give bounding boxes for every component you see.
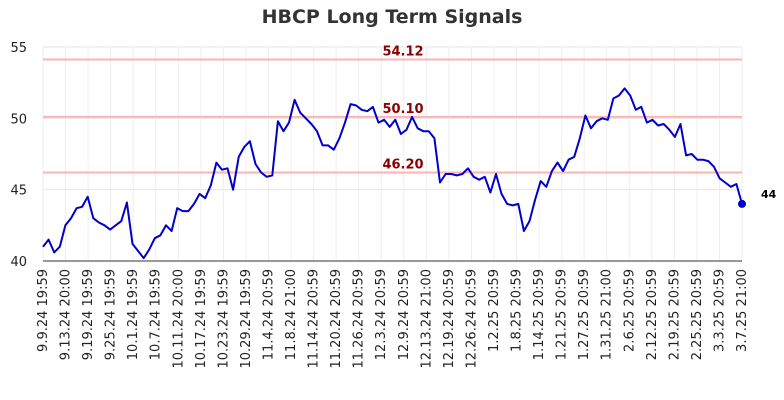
x-tick-label: 1.27.25 20:59: [577, 269, 592, 360]
x-tick-label: 10.23.24 19:59: [216, 269, 231, 369]
y-tick-label: 55: [10, 41, 27, 56]
x-tick-label: 2.12.25 20:59: [645, 269, 660, 360]
x-tick-label: 11.8.24 21:00: [284, 269, 299, 360]
x-tick-label: 2.6.25 20:59: [622, 269, 637, 352]
price-line: [42, 87, 743, 260]
x-tick-label: 10.17.24 19:59: [194, 269, 209, 369]
x-tick-label: 11.20.24 20:59: [329, 269, 344, 369]
x-tick-label: 9.25.24 19:59: [104, 269, 119, 360]
x-tick-label: 12.9.24 20:59: [397, 269, 412, 360]
x-tick-label: 3.3.25 20:59: [712, 269, 727, 352]
y-tick-label: 50: [10, 112, 27, 127]
x-tick-label: 11.26.24 20:59: [352, 269, 367, 369]
y-tick-label: 40: [10, 255, 27, 270]
x-tick-label: 2.25.25 20:59: [690, 269, 705, 360]
x-tick-label: 1.31.25 21:00: [600, 269, 615, 360]
x-tick-label: 11.4.24 20:59: [261, 269, 276, 360]
x-tick-label: 11.14.24 20:59: [307, 269, 322, 369]
level-label: 50.10: [382, 102, 423, 117]
level-label: 46.20: [382, 158, 423, 173]
x-tick-label: 1.2.25 20:59: [487, 269, 502, 352]
x-tick-label: 12.26.24 20:59: [464, 269, 479, 369]
x-tick-label: 1.21.25 20:59: [555, 269, 570, 360]
x-tick-label: 9.19.24 19:59: [81, 269, 96, 360]
x-tick-label: 12.3.24 20:59: [374, 269, 389, 360]
x-tick-label: 12.13.24 21:00: [419, 269, 434, 369]
chart-title: HBCP Long Term Signals: [261, 6, 523, 28]
x-tick-label: 1.14.25 20:59: [532, 269, 547, 360]
x-tick-label: 9.9.24 19:59: [36, 269, 51, 352]
x-tick-label: 10.11.24 20:00: [171, 269, 186, 369]
level-label: 54.12: [382, 45, 423, 60]
x-tick-label: 12.19.24 20:59: [442, 269, 457, 369]
grid: [42, 46, 743, 262]
axes: 40 45 50 55 9.9.24 19:59 9.13.24 20:00 9.19.24…: [10, 41, 750, 369]
x-tick-label: 10.7.24 19:59: [149, 269, 164, 360]
y-tick-label: 45: [10, 184, 27, 199]
x-tick-label: 1.8.25 20:59: [510, 269, 525, 352]
x-tick-label: 10.1.24 19:59: [126, 269, 141, 360]
x-tick-label: 3.7.25 21:00: [735, 269, 750, 352]
end-point-label: 44: [761, 188, 777, 201]
x-tick-label: 9.13.24 20:00: [59, 269, 74, 360]
x-tick-label: 2.19.25 20:59: [667, 269, 682, 360]
series: 44: [42, 87, 777, 260]
signal-levels: 54.12 50.10 46.20: [43, 45, 742, 174]
x-tick-label: 10.29.24 19:59: [239, 269, 254, 369]
end-point-marker: [738, 199, 746, 208]
